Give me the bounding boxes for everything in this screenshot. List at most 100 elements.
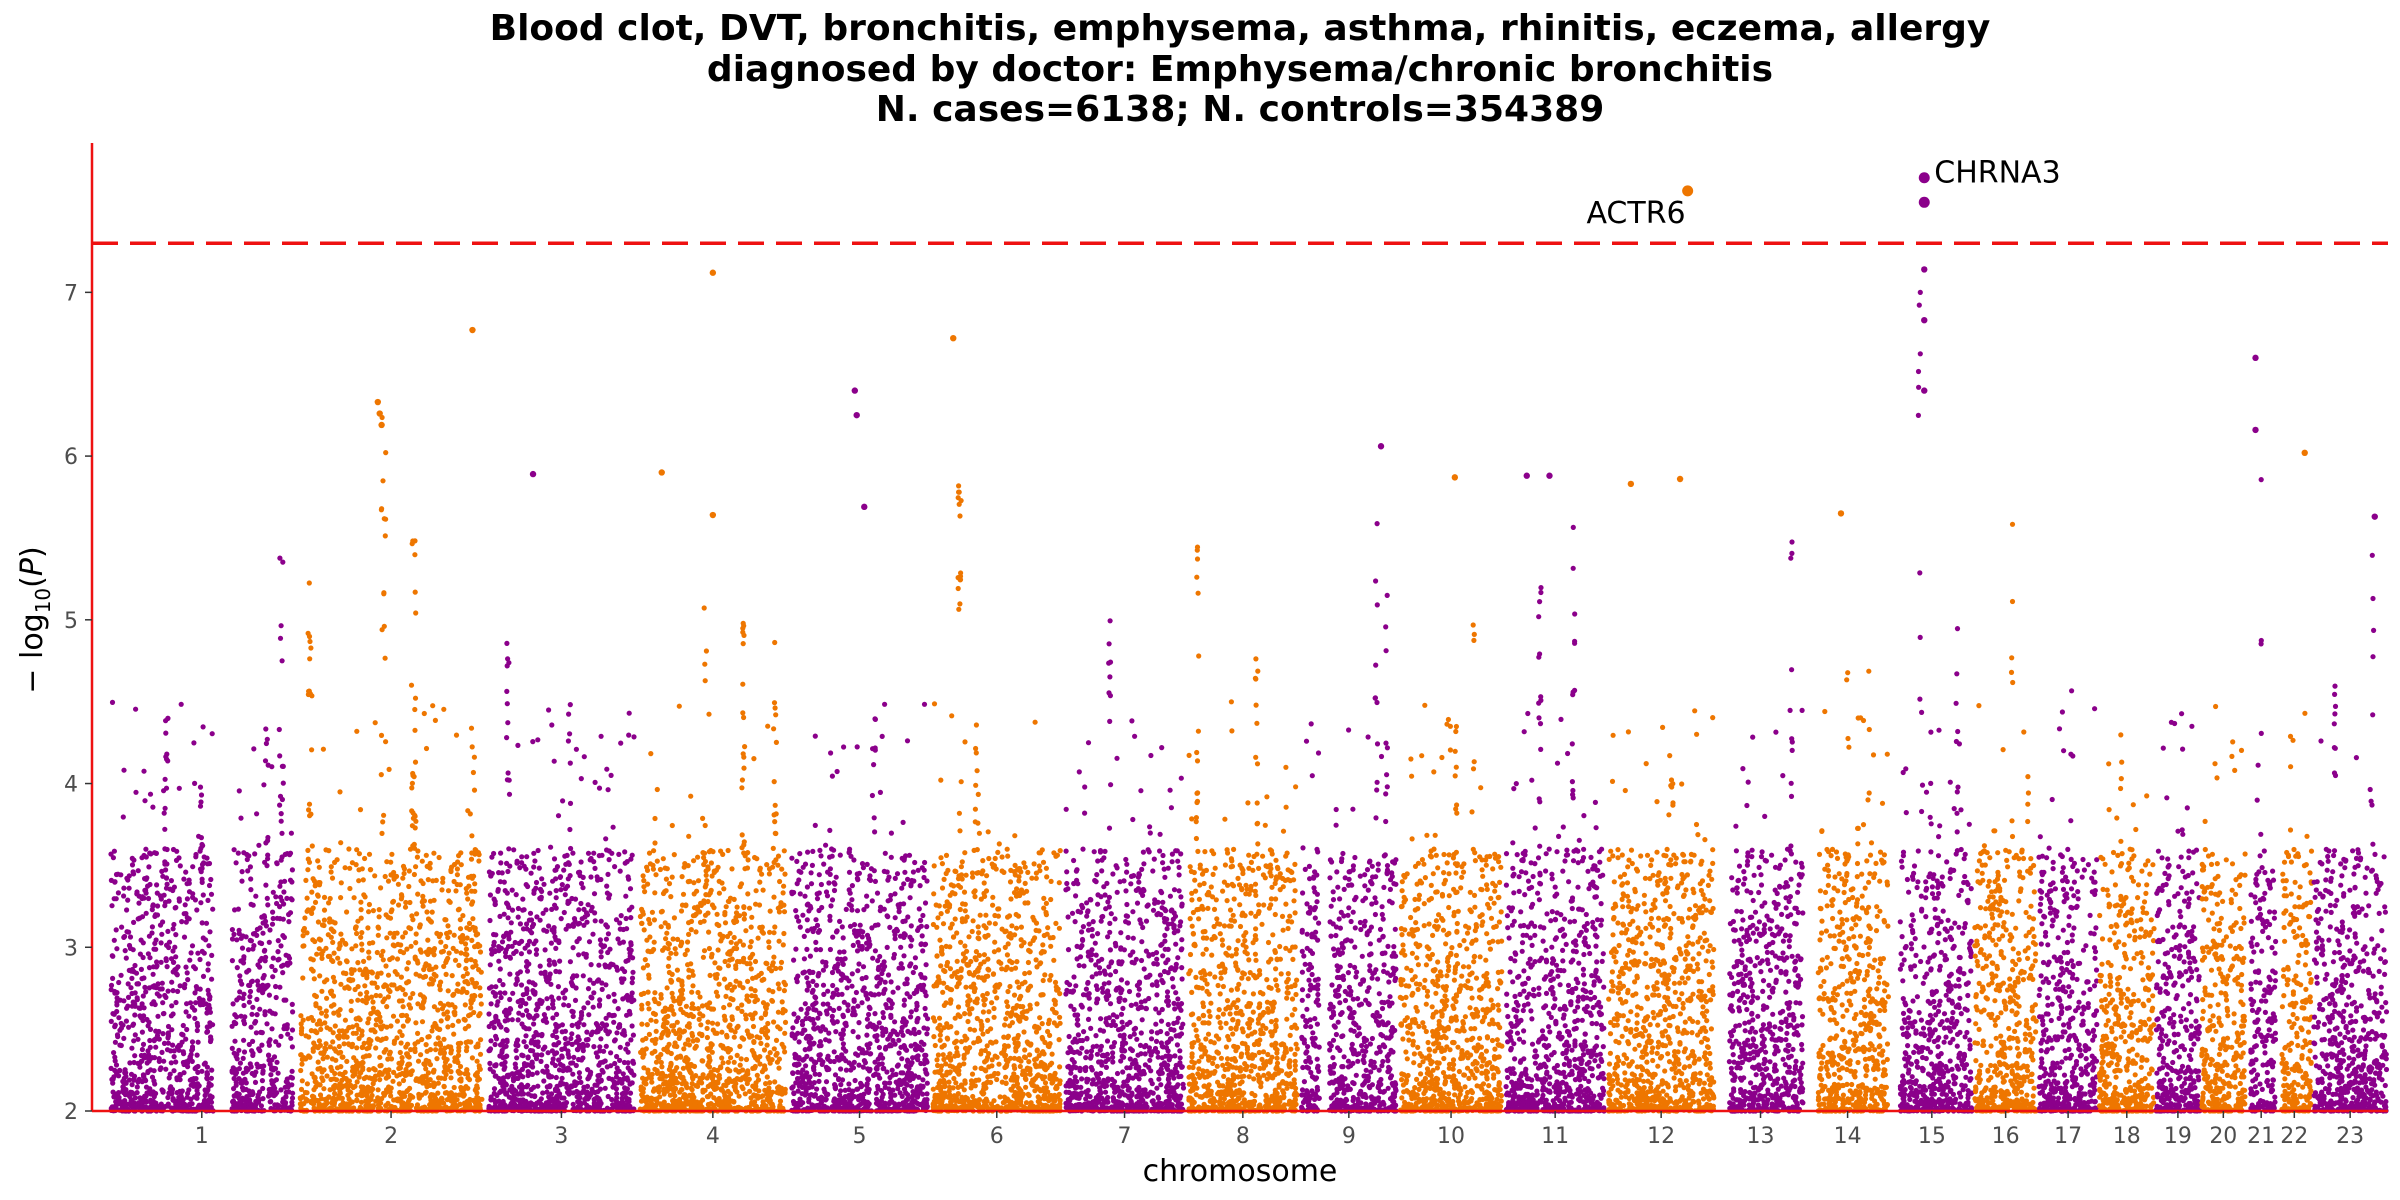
data-point bbox=[138, 937, 144, 943]
data-point bbox=[339, 1095, 345, 1101]
data-point bbox=[234, 1056, 240, 1062]
data-point bbox=[594, 1022, 601, 1028]
data-point bbox=[520, 926, 527, 932]
data-point bbox=[591, 990, 597, 996]
data-point bbox=[527, 910, 534, 916]
data-point bbox=[272, 967, 278, 974]
data-point bbox=[533, 885, 539, 891]
data-point bbox=[240, 1104, 246, 1110]
data-point bbox=[412, 727, 418, 733]
data-point bbox=[280, 970, 286, 976]
data-point bbox=[332, 1023, 338, 1029]
data-point bbox=[769, 998, 776, 1004]
data-point bbox=[514, 976, 520, 982]
data-point bbox=[661, 1046, 667, 1052]
data-point bbox=[376, 907, 382, 913]
data-point bbox=[413, 610, 419, 616]
data-point bbox=[516, 940, 522, 947]
data-point bbox=[412, 552, 418, 558]
data-point bbox=[266, 939, 272, 945]
data-point bbox=[428, 1097, 434, 1103]
data-point bbox=[324, 995, 330, 1001]
data-point bbox=[499, 1061, 505, 1067]
data-point bbox=[309, 747, 315, 753]
data-point bbox=[262, 947, 268, 954]
data-point bbox=[151, 1078, 157, 1084]
data-point bbox=[458, 1076, 464, 1082]
data-point bbox=[581, 754, 587, 760]
data-point bbox=[739, 785, 745, 791]
data-point bbox=[722, 958, 728, 965]
data-point bbox=[649, 1050, 655, 1056]
data-point bbox=[758, 1015, 764, 1021]
data-point bbox=[689, 1005, 695, 1011]
data-point bbox=[309, 1093, 316, 1099]
data-point bbox=[505, 868, 511, 875]
data-point bbox=[113, 896, 119, 902]
data-point bbox=[126, 885, 132, 891]
data-point bbox=[577, 1074, 583, 1081]
data-point bbox=[121, 885, 127, 891]
data-point bbox=[331, 1010, 337, 1016]
data-point bbox=[140, 1041, 147, 1047]
data-point bbox=[313, 882, 319, 888]
data-point bbox=[115, 890, 121, 896]
data-point bbox=[553, 876, 559, 882]
data-point bbox=[513, 1088, 519, 1094]
data-point bbox=[777, 878, 783, 885]
data-point bbox=[334, 1065, 341, 1071]
data-point bbox=[603, 1015, 609, 1021]
data-point bbox=[254, 1012, 260, 1018]
data-point bbox=[565, 1040, 571, 1046]
data-point bbox=[513, 948, 519, 955]
data-point bbox=[424, 863, 430, 870]
data-point bbox=[496, 958, 502, 964]
data-point bbox=[339, 1054, 345, 1060]
data-point bbox=[557, 1104, 563, 1111]
data-point bbox=[254, 978, 261, 984]
data-point bbox=[184, 896, 190, 902]
data-point bbox=[515, 914, 521, 920]
data-point bbox=[273, 894, 279, 900]
data-point bbox=[287, 877, 294, 883]
data-point bbox=[345, 1092, 351, 1098]
data-point bbox=[109, 953, 115, 959]
data-point bbox=[598, 949, 604, 955]
data-point bbox=[263, 882, 269, 888]
data-point bbox=[388, 909, 394, 915]
data-point bbox=[175, 964, 181, 970]
data-point bbox=[308, 1028, 314, 1034]
data-point bbox=[169, 1003, 175, 1009]
data-point bbox=[342, 940, 348, 947]
data-point bbox=[142, 876, 148, 882]
data-point bbox=[521, 863, 527, 869]
data-point bbox=[741, 754, 747, 760]
data-point bbox=[251, 746, 257, 752]
data-point bbox=[391, 930, 397, 937]
data-point bbox=[487, 962, 493, 968]
data-point bbox=[465, 874, 472, 880]
data-point bbox=[370, 999, 376, 1005]
data-point bbox=[728, 996, 734, 1002]
data-point bbox=[171, 1054, 177, 1060]
data-point bbox=[277, 793, 284, 799]
data-point bbox=[693, 1073, 699, 1079]
data-point bbox=[308, 1014, 314, 1021]
data-point bbox=[353, 862, 359, 868]
data-point bbox=[715, 1021, 721, 1027]
data-point bbox=[198, 792, 205, 798]
data-point bbox=[263, 740, 269, 747]
data-point bbox=[511, 847, 517, 853]
data-point bbox=[109, 903, 115, 909]
data-point bbox=[771, 954, 777, 960]
data-point bbox=[159, 986, 165, 992]
data-point bbox=[281, 889, 287, 895]
data-point bbox=[594, 978, 600, 984]
data-point bbox=[205, 987, 211, 994]
data-point bbox=[773, 739, 780, 746]
data-point bbox=[551, 856, 558, 862]
data-point bbox=[401, 870, 407, 877]
data-point bbox=[674, 967, 681, 973]
data-point bbox=[504, 860, 510, 867]
data-point bbox=[153, 912, 159, 918]
